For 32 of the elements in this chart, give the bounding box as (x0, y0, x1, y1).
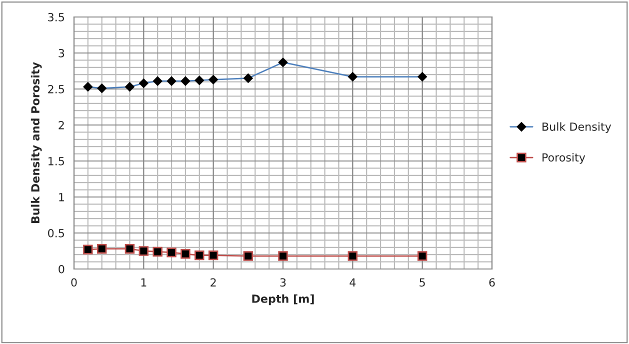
point (208, 250, 218, 260)
y-tick-label: 0.5 (48, 228, 64, 238)
x-tick-label: 0 (71, 278, 77, 287)
x-tick-label: 3 (280, 278, 286, 287)
point (194, 250, 204, 260)
legend-label: Porosity (542, 153, 586, 164)
y-tick-label: 2.5 (48, 84, 64, 94)
point (124, 244, 135, 254)
x-tick-label: 2 (210, 278, 216, 286)
y-tick-label: 2 (58, 120, 64, 130)
point (83, 244, 93, 254)
y-tick-label: 1.5 (48, 157, 64, 166)
y-tick-label: 1 (59, 193, 64, 202)
x-tick-label: 1 (141, 278, 146, 286)
point (180, 249, 190, 259)
y-tick-label: 3 (58, 48, 64, 58)
x-axis-title: Depth [m] (252, 294, 314, 306)
y-tick-label: 0 (58, 264, 64, 274)
x-tick-label: 4 (350, 278, 356, 286)
point (417, 251, 428, 261)
point (152, 246, 162, 257)
point (278, 251, 288, 261)
point (138, 246, 149, 256)
point (348, 251, 358, 261)
point (166, 248, 176, 258)
y-axis-title: Bulk Density and Porosity (30, 62, 42, 224)
legend-label: Bulk Density (542, 122, 612, 133)
point (97, 244, 107, 254)
x-tick-label: 5 (420, 278, 425, 287)
x-tick-label: 6 (489, 278, 495, 287)
point (243, 251, 254, 261)
y-tick-label: 3.5 (48, 12, 64, 22)
